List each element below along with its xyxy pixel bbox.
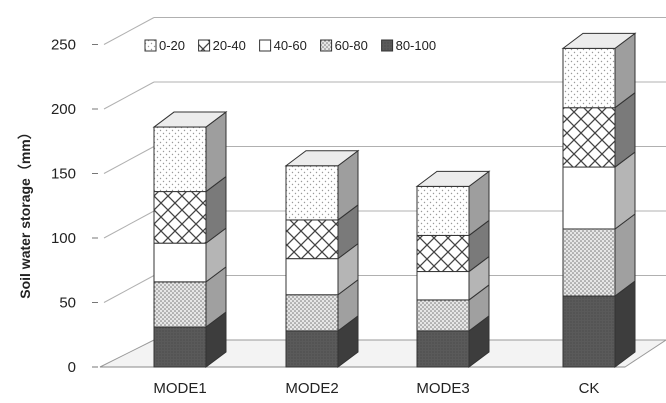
bar-segment xyxy=(285,314,359,368)
bar-front xyxy=(285,258,339,296)
bar-segment xyxy=(285,203,359,260)
legend-label: 20-40 xyxy=(213,38,246,53)
y-tick-label: 150 xyxy=(51,166,76,183)
bar-segment xyxy=(153,175,227,245)
bar-segment xyxy=(562,212,636,298)
y-axis-ticks: 0 50 100 150 200 250 xyxy=(51,37,98,376)
bar-front xyxy=(285,165,339,221)
y-tick-label: 250 xyxy=(51,37,76,54)
bar-top xyxy=(415,170,491,187)
bar-front xyxy=(416,271,470,301)
gridline-depth xyxy=(103,81,155,110)
bar-front xyxy=(562,295,616,368)
bar-front xyxy=(153,242,207,283)
bar-segment xyxy=(562,32,636,109)
bar-top xyxy=(561,32,637,49)
bar-front xyxy=(416,185,470,236)
bar-segment xyxy=(153,111,227,193)
bar-top xyxy=(152,111,228,128)
legend-label: 80-100 xyxy=(396,38,436,53)
bar-segment xyxy=(416,170,490,237)
bar-front xyxy=(562,166,616,230)
bar-front xyxy=(416,299,470,332)
gridline-depth xyxy=(103,275,155,303)
bar-segment xyxy=(416,255,490,301)
legend-label: 40-60 xyxy=(274,38,307,53)
bar-front xyxy=(153,281,207,328)
gridline-depth xyxy=(103,210,155,239)
x-category-label: MODE3 xyxy=(416,380,469,397)
bar-segment xyxy=(562,280,636,368)
y-tick-label: 50 xyxy=(59,295,76,312)
y-tick-label: 100 xyxy=(51,230,76,247)
gridline-depth xyxy=(103,146,155,174)
bar-front xyxy=(153,326,207,368)
bar-segment xyxy=(285,149,359,221)
legend-swatch xyxy=(198,39,211,52)
x-axis-categories: MODE1 MODE2 MODE3 CK xyxy=(153,380,599,397)
legend-swatch xyxy=(381,39,394,52)
bar-segment xyxy=(153,265,227,329)
bar-segment xyxy=(562,91,636,169)
gridline-depth xyxy=(103,17,155,45)
bar-front xyxy=(562,47,616,109)
bar-front xyxy=(416,234,470,273)
bar-top xyxy=(284,150,360,167)
y-tick-label: 0 xyxy=(68,359,76,376)
bar-front xyxy=(562,228,616,297)
bar-segment xyxy=(285,278,359,332)
bars xyxy=(152,32,637,368)
y-axis-label: Soil water storage（mm） xyxy=(17,125,33,299)
bar-front xyxy=(562,107,616,168)
legend-label: 0-20 xyxy=(159,38,185,53)
x-category-label: MODE1 xyxy=(153,380,206,397)
legend: 0-20 20-40 40-60 60-80 80-100 xyxy=(144,38,436,53)
bar-segment xyxy=(153,227,227,283)
legend-swatch xyxy=(259,39,272,52)
bar-front xyxy=(285,294,339,332)
bar-front xyxy=(285,330,339,368)
x-category-label: MODE2 xyxy=(285,380,338,397)
bar-front xyxy=(153,126,207,193)
bar-front xyxy=(153,191,207,244)
legend-swatch xyxy=(144,39,157,52)
legend-label: 60-80 xyxy=(335,38,368,53)
legend-swatch xyxy=(320,39,333,52)
bar-front xyxy=(285,219,339,260)
bar-segment xyxy=(562,151,636,230)
y-tick-label: 200 xyxy=(51,101,76,118)
bar-segment xyxy=(153,311,227,368)
x-category-label: CK xyxy=(579,380,600,397)
bar-front xyxy=(416,330,470,368)
